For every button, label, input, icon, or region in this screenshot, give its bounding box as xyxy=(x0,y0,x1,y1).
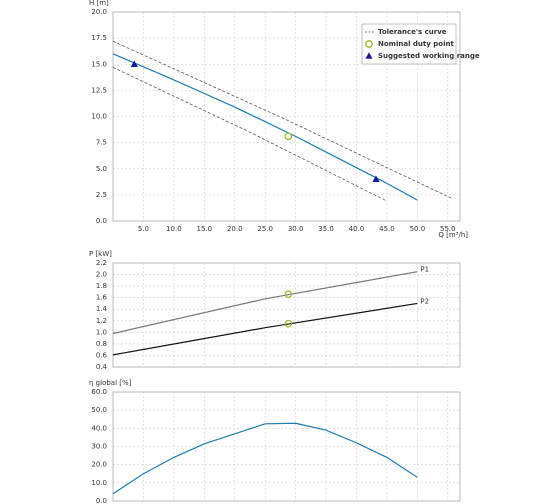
y-tick-label: 30.0 xyxy=(91,443,107,451)
x-tick-label: 40.0 xyxy=(349,225,365,233)
legend-label: Nominal duty point xyxy=(378,40,454,48)
curve xyxy=(112,53,418,201)
duty-point xyxy=(284,132,293,141)
y-tick-label: 1.2 xyxy=(96,317,107,325)
legend-label: Tolerance's curve xyxy=(378,28,447,36)
y-tick-label: 0.0 xyxy=(96,217,107,225)
x-tick-label: 15.0 xyxy=(197,225,213,233)
y-tick-label: 0.8 xyxy=(96,340,107,348)
curve xyxy=(112,302,418,356)
x-tick-label: 25.0 xyxy=(257,225,273,233)
curve xyxy=(112,271,418,335)
x-tick-label: 10.0 xyxy=(166,225,182,233)
y-tick-label: 12.5 xyxy=(91,86,107,94)
x-tick-label: 45.0 xyxy=(379,225,395,233)
y-tick-label: 0.0 xyxy=(96,497,107,504)
y-tick-label: 20.0 xyxy=(91,8,107,16)
y-tick-label: 2.2 xyxy=(96,259,107,267)
plot-frame xyxy=(112,262,461,368)
y-tick-label: 50.0 xyxy=(91,406,107,414)
x-tick-label: 35.0 xyxy=(318,225,334,233)
y-tick-label: 1.4 xyxy=(96,305,108,313)
x-tick-label: 50.0 xyxy=(410,225,426,233)
y-tick-label: 7.5 xyxy=(96,139,107,147)
curve xyxy=(112,422,418,495)
y-tick-label: 1.6 xyxy=(96,294,108,302)
working-range-point xyxy=(365,52,373,59)
y-tick-label: 5.0 xyxy=(96,165,107,173)
y-tick-label: 1.0 xyxy=(96,328,107,336)
duty-point xyxy=(365,40,373,48)
plot-frame xyxy=(112,11,461,222)
y-tick-label: 60.0 xyxy=(91,388,107,396)
working-range-point xyxy=(130,60,138,68)
legend-label: Suggested working range xyxy=(378,52,480,60)
y-tick-label: 2.0 xyxy=(96,271,107,279)
x-tick-label: 20.0 xyxy=(227,225,243,233)
x-tick-label: 30.0 xyxy=(288,225,304,233)
duty-point xyxy=(284,290,293,299)
y-axis-label: η global [%] xyxy=(89,379,132,387)
working-range-point xyxy=(372,175,380,182)
series-label: P2 xyxy=(420,297,429,305)
y-tick-label: 1.8 xyxy=(96,282,107,290)
y-tick-label: 20.0 xyxy=(91,461,107,469)
curve xyxy=(112,40,452,199)
y-tick-label: 0.6 xyxy=(96,351,108,359)
x-tick-label: 55.0 xyxy=(440,225,456,233)
curve xyxy=(112,67,388,202)
duty-point xyxy=(284,319,293,328)
y-tick-label: 10.0 xyxy=(91,479,107,487)
y-axis-label: H [m] xyxy=(89,0,109,7)
legend-box xyxy=(361,23,457,65)
y-tick-label: 0.4 xyxy=(96,363,108,371)
y-tick-label: 40.0 xyxy=(91,424,107,432)
x-tick-label: 5.0 xyxy=(138,225,149,233)
y-tick-label: 10.0 xyxy=(91,113,107,121)
y-axis-label: P [kW] xyxy=(89,250,112,258)
y-tick-label: 15.0 xyxy=(91,60,107,68)
x-axis-label: Q [m³/h] xyxy=(438,231,468,239)
series-label: P1 xyxy=(420,266,429,274)
y-tick-label: 17.5 xyxy=(91,34,107,42)
y-tick-label: 2.5 xyxy=(96,191,107,199)
plot-frame xyxy=(112,391,461,502)
